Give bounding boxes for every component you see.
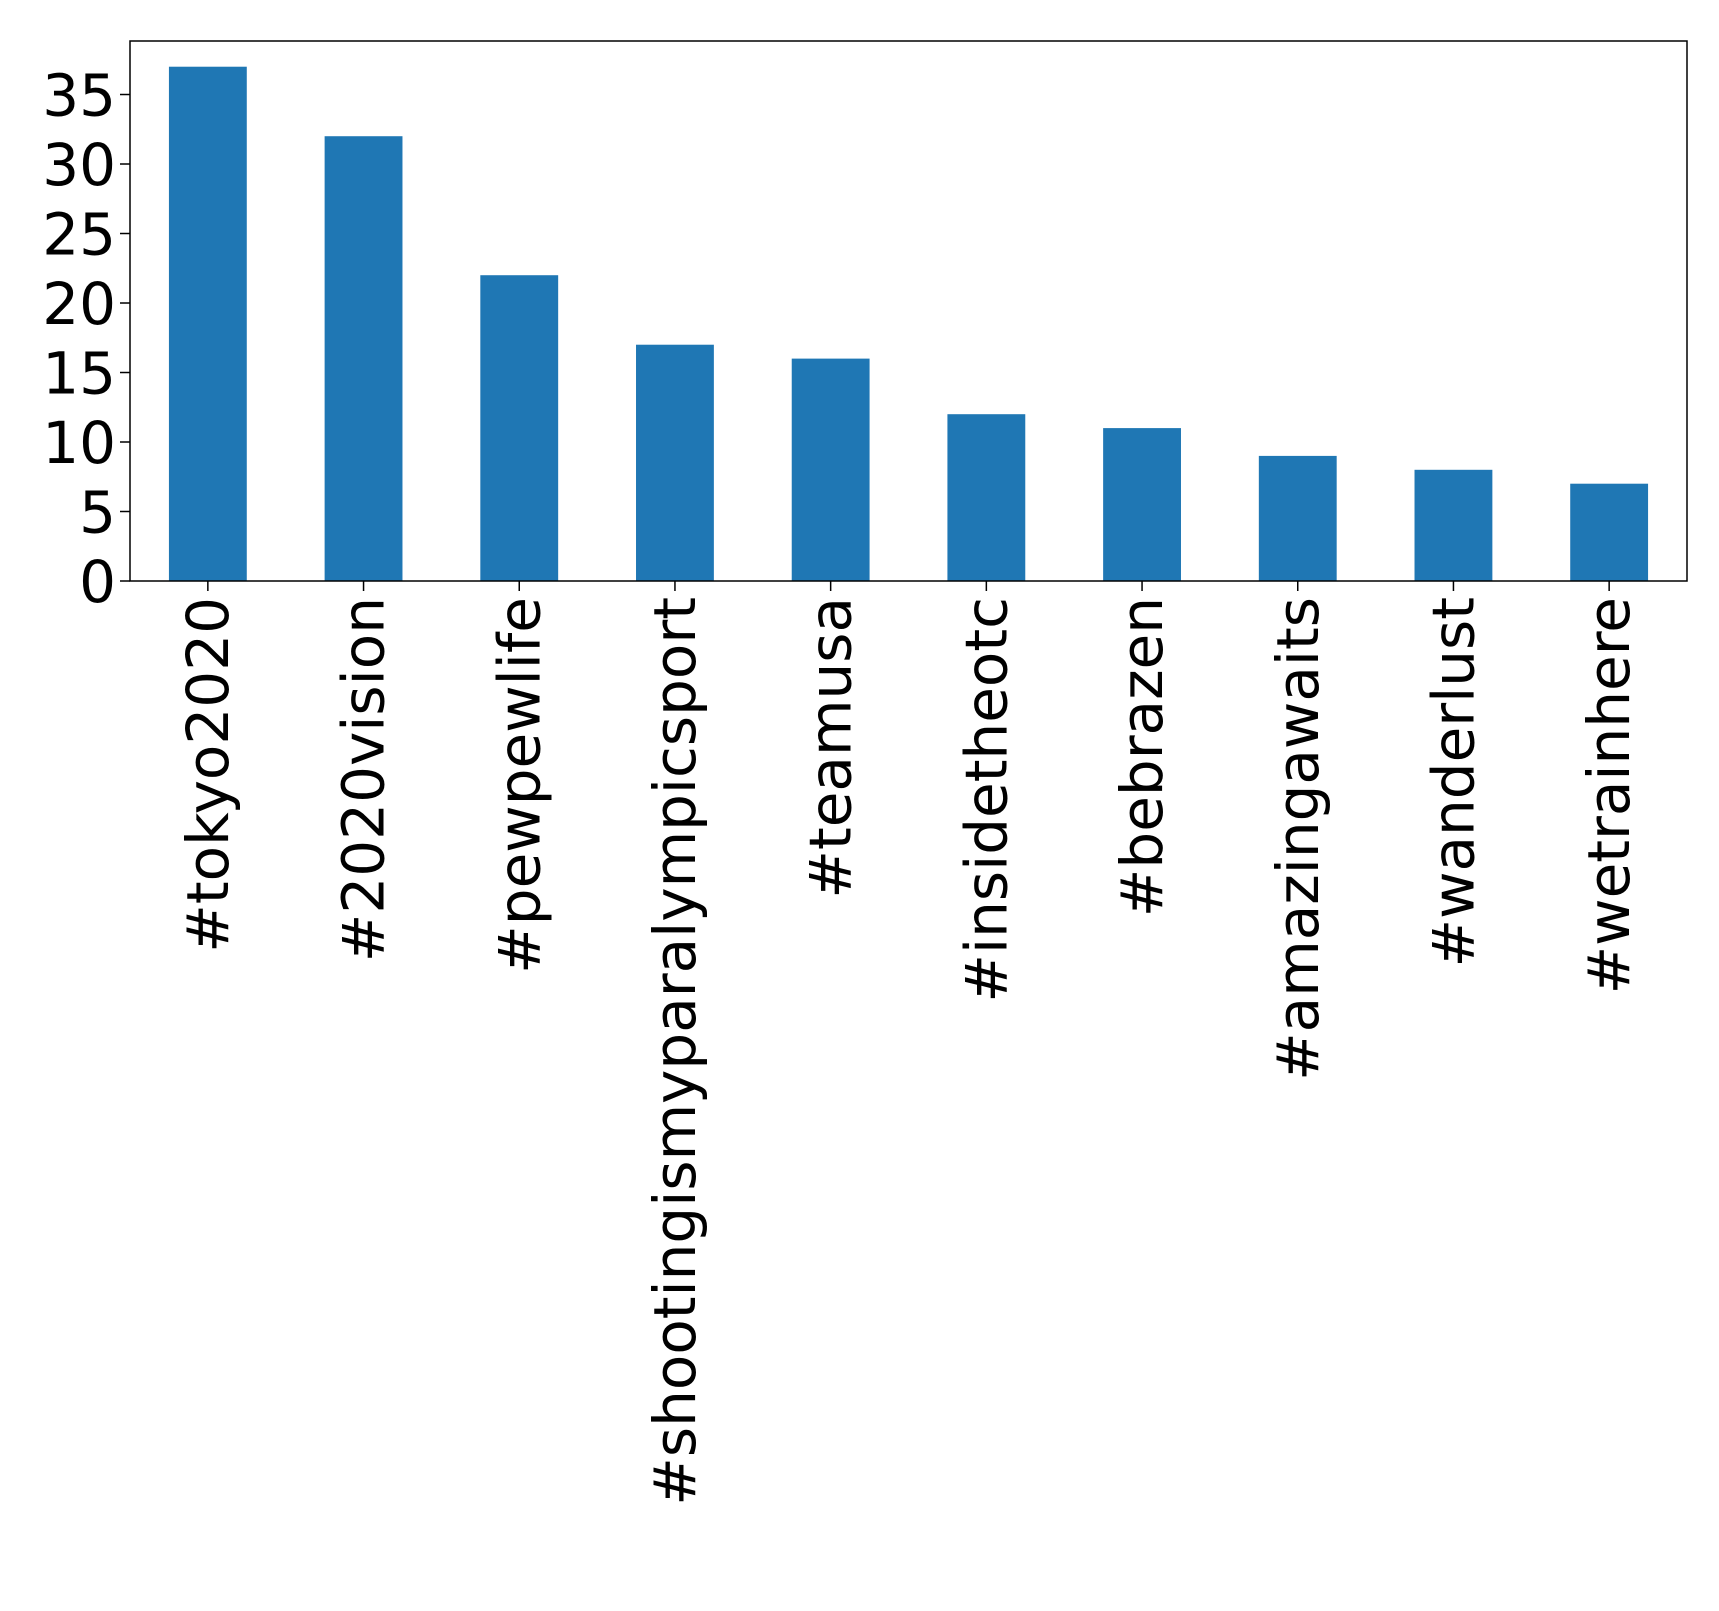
bar [947,414,1026,581]
y-tick-label: 35 [42,62,116,130]
x-tick-label: #wanderlust [1419,597,1487,968]
x-tick-label: #bebrazen [1108,597,1176,917]
x-tick-label: #tokyo2020 [174,597,242,953]
x-axis: #tokyo2020 #2020vision #pewpewlife #shootin… [174,581,1643,1506]
bar [1103,428,1181,581]
x-tick-label: #amazingawaits [1264,597,1332,1081]
y-tick-label: 25 [42,201,116,269]
y-tick-label: 30 [42,131,116,199]
bar [168,66,247,581]
y-tick-label: 10 [42,409,116,477]
bar [480,275,559,581]
y-tick-label: 0 [79,548,116,616]
x-tick-label: #insidetheotc [952,597,1020,1003]
x-tick-label: #shootingismyparalympicsport [641,597,709,1506]
bar [791,358,870,581]
bar [1258,455,1337,581]
bar [324,136,403,581]
bar [1414,469,1493,581]
plot-area-frame [129,40,1688,582]
y-tick-label: 5 [79,479,116,547]
x-tick-label: #wetrainhere [1575,597,1643,994]
y-tick-label: 20 [42,270,116,338]
bar [636,344,714,581]
y-tick-label: 15 [42,340,116,408]
bar [1570,483,1649,581]
x-tick-label: #teamusa [797,597,865,899]
x-tick-label: #pewpewlife [485,597,553,974]
bars-layer [168,66,1649,581]
x-tick-label: #2020vision [330,597,398,962]
